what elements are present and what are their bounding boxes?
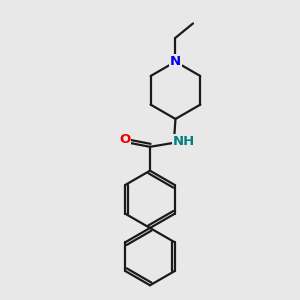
Text: O: O xyxy=(119,133,130,146)
Text: NH: NH xyxy=(173,135,195,148)
Text: N: N xyxy=(170,55,181,68)
